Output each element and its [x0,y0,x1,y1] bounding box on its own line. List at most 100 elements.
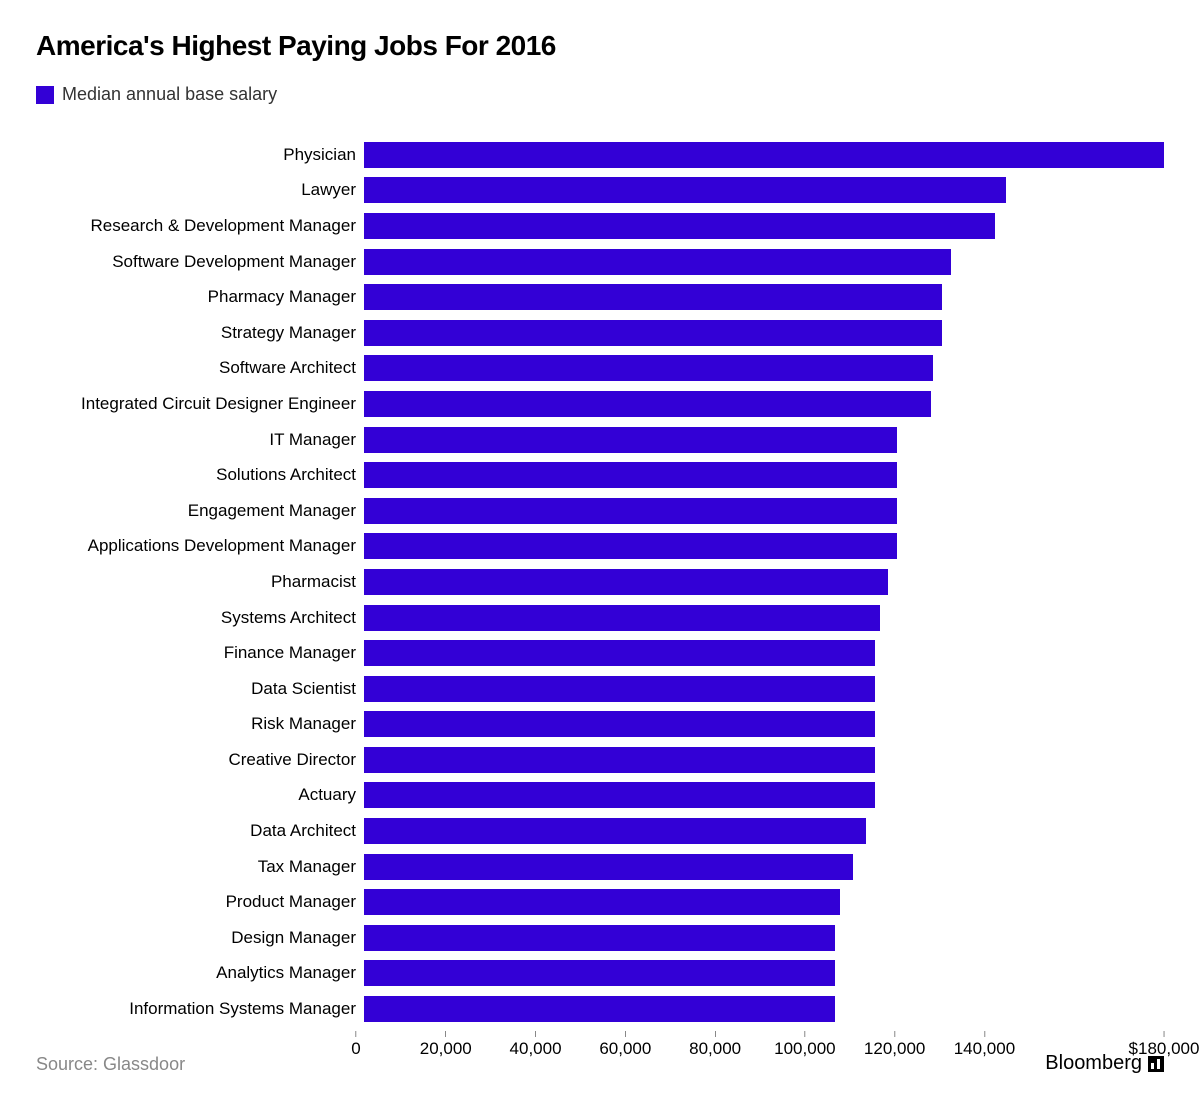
bar [364,889,840,915]
category-label: Engagement Manager [36,501,364,521]
bar-row: Software Development Manager [36,244,1164,280]
chart-container: America's Highest Paying Jobs For 2016 M… [0,0,1200,1101]
bar-row: Pharmacy Manager [36,279,1164,315]
brand-label: Bloomberg [1045,1052,1142,1075]
category-label: Strategy Manager [36,323,364,343]
tick-mark [445,1031,446,1037]
bar-plot-cell [364,142,1164,168]
bar-row: Actuary [36,778,1164,814]
bar-plot-cell [364,676,1164,702]
bar-row: IT Manager [36,422,1164,458]
bar-row: Finance Manager [36,635,1164,671]
category-label: Software Architect [36,358,364,378]
bar-plot-cell [364,889,1164,915]
bar-plot-cell [364,782,1164,808]
category-label: Software Development Manager [36,252,364,272]
source-text: Source: Glassdoor [36,1054,185,1075]
chart-area: Physician Lawyer Research & Development Ma… [36,137,1164,1055]
bar-plot-cell [364,960,1164,986]
bar-plot-cell [364,747,1164,773]
bar [364,640,875,666]
tick-mark [804,1031,805,1037]
bar-row: Physician [36,137,1164,173]
bar-plot-cell [364,427,1164,453]
bar [364,249,951,275]
bar [364,605,880,631]
category-label: Research & Development Manager [36,216,364,236]
category-label: Pharmacist [36,572,364,592]
tick-mark [894,1031,895,1037]
bar-row: Risk Manager [36,707,1164,743]
bar-plot-cell [364,498,1164,524]
bar [364,462,897,488]
category-label: Risk Manager [36,714,364,734]
category-label: Integrated Circuit Designer Engineer [36,394,364,414]
bar [364,711,875,737]
bar [364,177,1006,203]
bar [364,391,931,417]
bar-row: Analytics Manager [36,956,1164,992]
category-label: Lawyer [36,180,364,200]
bar-row: Software Architect [36,351,1164,387]
bar [364,996,835,1022]
bar [364,747,875,773]
bar [364,818,866,844]
bar-row: Information Systems Manager [36,991,1164,1027]
tick-mark [1164,1031,1165,1037]
legend: Median annual base salary [36,84,1164,105]
bar-row: Design Manager [36,920,1164,956]
bar [364,284,942,310]
bar [364,498,897,524]
bar-row: Solutions Architect [36,457,1164,493]
bar-row: Product Manager [36,884,1164,920]
legend-swatch [36,86,54,104]
bar [364,960,835,986]
legend-label: Median annual base salary [62,84,277,105]
category-label: Information Systems Manager [36,999,364,1019]
category-label: Analytics Manager [36,963,364,983]
bar [364,533,897,559]
bar-plot-cell [364,605,1164,631]
tick-mark [356,1031,357,1037]
bar-row: Systems Architect [36,600,1164,636]
brand-icon [1148,1056,1164,1072]
bar-plot-cell [364,213,1164,239]
category-label: Systems Architect [36,608,364,628]
tick-mark [984,1031,985,1037]
category-label: Finance Manager [36,643,364,663]
bar-plot-cell [364,711,1164,737]
bar-plot-cell [364,996,1164,1022]
bar [364,569,888,595]
category-label: Creative Director [36,750,364,770]
bar-plot-cell [364,320,1164,346]
bar-row: Pharmacist [36,564,1164,600]
category-label: Product Manager [36,892,364,912]
bar-row: Tax Manager [36,849,1164,885]
bar [364,676,875,702]
bar-plot-cell [364,391,1164,417]
bar-row: Integrated Circuit Designer Engineer [36,386,1164,422]
bar [364,925,835,951]
bar-plot-cell [364,533,1164,559]
chart-title: America's Highest Paying Jobs For 2016 [36,30,1164,62]
category-label: Data Scientist [36,679,364,699]
bar-plot-cell [364,177,1164,203]
bar [364,355,933,381]
bar-row: Data Scientist [36,671,1164,707]
bar [364,782,875,808]
bar [364,854,853,880]
category-label: Actuary [36,785,364,805]
bar-plot-cell [364,462,1164,488]
category-label: Tax Manager [36,857,364,877]
bar-row: Lawyer [36,173,1164,209]
brand: Bloomberg [1045,1052,1164,1075]
bar [364,427,897,453]
bar-row: Strategy Manager [36,315,1164,351]
bar [364,142,1164,168]
tick-mark [535,1031,536,1037]
bar-plot-cell [364,925,1164,951]
category-label: Pharmacy Manager [36,287,364,307]
bar-plot-cell [364,818,1164,844]
category-label: Design Manager [36,928,364,948]
category-label: Applications Development Manager [36,536,364,556]
